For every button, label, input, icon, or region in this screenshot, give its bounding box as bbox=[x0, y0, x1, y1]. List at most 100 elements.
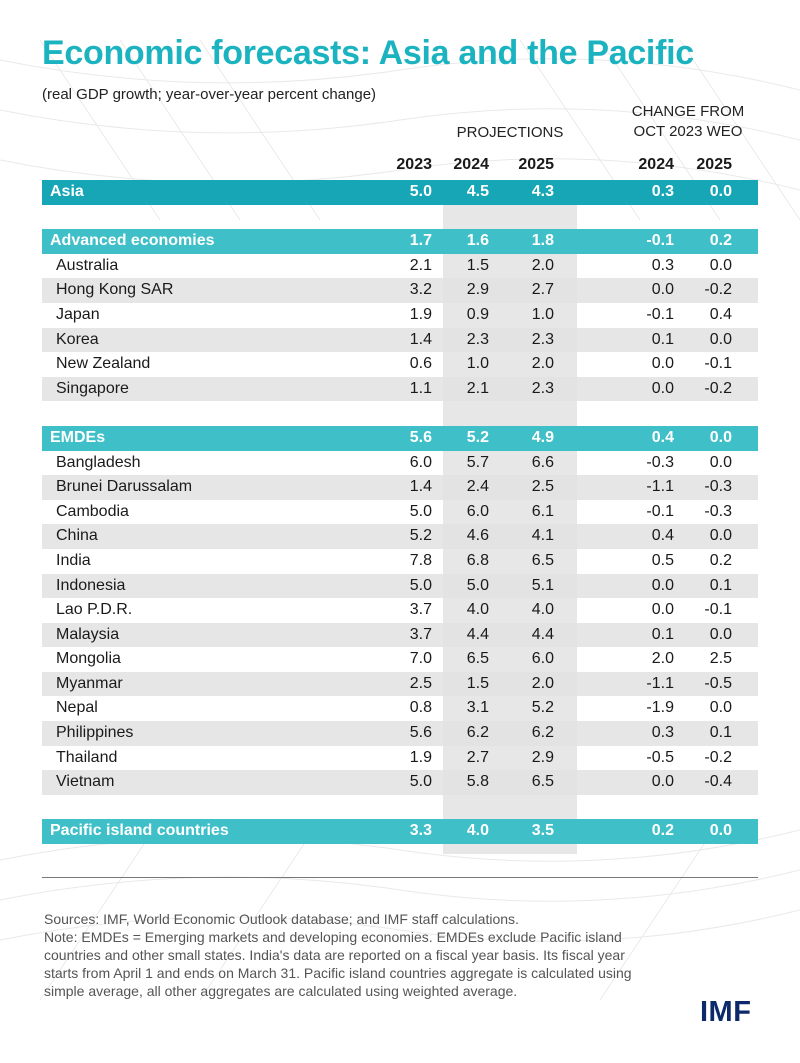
page-subtitle: (real GDP growth; year-over-year percent… bbox=[42, 86, 377, 103]
value-2024: 1.0 bbox=[466, 355, 489, 373]
value-2024: 1.5 bbox=[466, 256, 489, 274]
notes: Sources: IMF, World Economic Outlook dat… bbox=[44, 910, 644, 1000]
change-2024: -1.1 bbox=[646, 674, 674, 692]
change-2025: 0.2 bbox=[709, 551, 732, 569]
table-row: China 5.2 4.6 4.1 0.4 0.0 bbox=[42, 524, 758, 549]
row-label: Singapore bbox=[56, 379, 129, 397]
change-2024: 0.0 bbox=[651, 773, 674, 791]
table-row: Myanmar 2.5 1.5 2.0 -1.1 -0.5 bbox=[42, 671, 758, 697]
value-2025: 6.1 bbox=[531, 502, 554, 520]
value-2024: 4.0 bbox=[466, 601, 489, 619]
value-2025: 6.5 bbox=[531, 773, 554, 791]
change-2025: -0.3 bbox=[704, 478, 732, 496]
change-2025: 0.1 bbox=[709, 724, 732, 742]
change-2024: 0.1 bbox=[651, 625, 674, 643]
value-2025: 5.1 bbox=[531, 576, 554, 594]
spacer-row bbox=[42, 795, 758, 820]
change-2024: -0.1 bbox=[646, 232, 674, 250]
row-label: Lao P.D.R. bbox=[56, 601, 133, 619]
row-label: Brunei Darussalam bbox=[56, 478, 193, 496]
row-label: Cambodia bbox=[56, 502, 129, 520]
year-2024: 2024 bbox=[453, 156, 489, 173]
row-label: Korea bbox=[56, 330, 99, 348]
change-header: CHANGE FROM OCT 2023 WEO bbox=[610, 102, 766, 142]
value-2023: 5.6 bbox=[409, 724, 432, 742]
value-2024: 4.6 bbox=[466, 527, 489, 545]
spacer-row bbox=[42, 205, 758, 230]
row-label: Australia bbox=[56, 256, 119, 274]
row-label: Thailand bbox=[56, 748, 118, 766]
value-2024: 2.4 bbox=[466, 478, 489, 496]
spacer-row bbox=[42, 401, 758, 426]
change-2024: 0.3 bbox=[651, 724, 674, 742]
value-2023: 0.6 bbox=[409, 355, 432, 373]
value-2025: 6.2 bbox=[531, 724, 554, 742]
table-row: Japan 1.9 0.9 1.0 -0.1 0.4 bbox=[42, 303, 758, 328]
value-2024: 6.0 bbox=[466, 502, 489, 520]
change-2024: -0.1 bbox=[646, 502, 674, 520]
change-2025: -0.5 bbox=[704, 674, 732, 692]
change-2024: 0.0 bbox=[651, 379, 674, 397]
change-year-2025: 2025 bbox=[696, 156, 732, 173]
value-2023: 2.1 bbox=[409, 256, 432, 274]
sources-note: Sources: IMF, World Economic Outlook dat… bbox=[44, 911, 519, 927]
change-2025: -0.4 bbox=[704, 773, 732, 791]
forecast-table: 2023 2024 2025 2024 2025 Asia 5.0 4.5 4.3 0.… bbox=[42, 150, 758, 845]
row-label: Myanmar bbox=[56, 674, 123, 692]
value-2023: 3.3 bbox=[409, 822, 432, 840]
change-2024: 0.5 bbox=[651, 551, 674, 569]
value-2025: 2.0 bbox=[531, 355, 554, 373]
value-2023: 3.2 bbox=[409, 281, 432, 299]
row-label: Vietnam bbox=[56, 773, 115, 791]
change-2025: -0.2 bbox=[704, 281, 732, 299]
table-row: New Zealand 0.6 1.0 2.0 0.0 -0.1 bbox=[42, 352, 758, 377]
value-2024: 5.2 bbox=[466, 428, 489, 446]
table-row: Cambodia 5.0 6.0 6.1 -0.1 -0.3 bbox=[42, 500, 758, 525]
value-2025: 2.3 bbox=[531, 330, 554, 348]
year-header-row: 2023 2024 2025 2024 2025 bbox=[42, 150, 758, 180]
change-2025: 0.0 bbox=[709, 256, 732, 274]
change-year-2024: 2024 bbox=[638, 156, 674, 173]
change-2025: -0.1 bbox=[704, 601, 732, 619]
value-2024: 1.6 bbox=[466, 232, 489, 250]
value-2023: 5.6 bbox=[409, 428, 432, 446]
value-2024: 2.9 bbox=[466, 281, 489, 299]
change-2025: 0.0 bbox=[709, 625, 732, 643]
value-2025: 4.9 bbox=[531, 428, 554, 446]
row-label: Malaysia bbox=[56, 625, 120, 643]
value-2025: 4.4 bbox=[531, 625, 554, 643]
value-2024: 5.0 bbox=[466, 576, 489, 594]
change-2024: 0.1 bbox=[651, 330, 674, 348]
table-row: Brunei Darussalam 1.4 2.4 2.5 -1.1 -0.3 bbox=[42, 475, 758, 500]
table-row: Bangladesh 6.0 5.7 6.6 -0.3 0.0 bbox=[42, 451, 758, 476]
change-2024: 0.0 bbox=[651, 281, 674, 299]
change-2024: 0.2 bbox=[651, 822, 674, 840]
row-label: Nepal bbox=[56, 699, 98, 717]
year-2025: 2025 bbox=[518, 156, 554, 173]
change-2024: 0.3 bbox=[651, 256, 674, 274]
row-label: Philippines bbox=[56, 724, 134, 742]
value-2025: 2.5 bbox=[531, 478, 554, 496]
row-label: Japan bbox=[56, 305, 100, 323]
group-row: Asia 5.0 4.5 4.3 0.3 0.0 bbox=[42, 180, 758, 205]
change-2024: -1.1 bbox=[646, 478, 674, 496]
change-2024: 0.0 bbox=[651, 601, 674, 619]
value-2024: 4.4 bbox=[466, 625, 489, 643]
value-2024: 2.1 bbox=[466, 379, 489, 397]
value-2024: 2.3 bbox=[466, 330, 489, 348]
value-2025: 2.0 bbox=[531, 256, 554, 274]
change-2025: -0.3 bbox=[704, 502, 732, 520]
group-row: Advanced economies 1.7 1.6 1.8 -0.1 0.2 bbox=[42, 229, 758, 254]
table-row: India 7.8 6.8 6.5 0.5 0.2 bbox=[42, 549, 758, 574]
table-row: Nepal 0.8 3.1 5.2 -1.9 0.0 bbox=[42, 696, 758, 721]
group-row: Pacific island countries 3.3 4.0 3.5 0.2 0.0 bbox=[42, 819, 758, 845]
value-2024: 5.7 bbox=[466, 453, 489, 471]
change-2025: 2.5 bbox=[709, 650, 732, 668]
change-2024: 0.0 bbox=[651, 576, 674, 594]
value-2024: 5.8 bbox=[466, 773, 489, 791]
change-2025: 0.0 bbox=[709, 453, 732, 471]
footnote: Note: EMDEs = Emerging markets and devel… bbox=[44, 929, 632, 999]
row-label: Bangladesh bbox=[56, 453, 141, 471]
change-2024: -0.3 bbox=[646, 453, 674, 471]
